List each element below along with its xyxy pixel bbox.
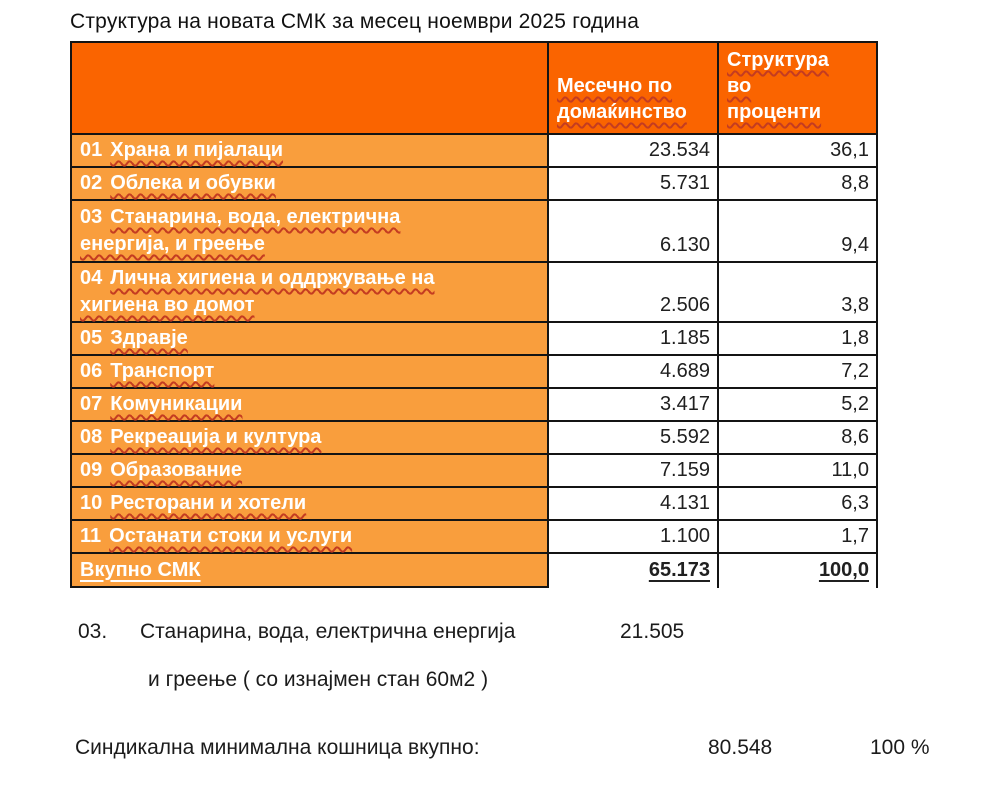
category-cell: 11 Останати стоки и услуги: [70, 519, 549, 554]
header-cell-monthly: Месечно по домаќинство: [547, 41, 719, 135]
monthly-value-cell: 3.417: [547, 387, 719, 422]
monthly-value-cell: 23.534: [547, 133, 719, 168]
category-code: 02: [80, 172, 103, 194]
smk-structure-table: Месечно по домаќинство Структура во проц…: [70, 41, 878, 588]
category-cell: 02 Облека и обувки: [70, 166, 549, 201]
percent-value-cell: 5,2: [717, 387, 878, 422]
monthly-value-cell: 5.731: [547, 166, 719, 201]
header-monthly-label: Месечно по домаќинство: [557, 75, 687, 123]
category-label: Рекреација и култура: [110, 426, 322, 448]
category-code: 11: [80, 525, 102, 547]
category-cell: 01 Храна и пијалаци: [70, 133, 549, 168]
footnotes-section: 03. Станарина, вода, електрична енергија…: [70, 620, 999, 760]
monthly-value-cell: 1.185: [547, 321, 719, 356]
note-item-code: 03.: [78, 620, 108, 643]
category-label: Останати стоки и услуги: [109, 525, 353, 547]
monthly-value-cell: 6.130: [547, 199, 719, 263]
note-item-row: 03. Станарина, вода, електрична енергија…: [70, 620, 999, 644]
page-title: Структура на новата СМК за месец ноември…: [70, 10, 640, 33]
table-row: 09 Образование 7.159 11,0: [70, 453, 878, 488]
category-label: Здравје: [110, 327, 188, 349]
category-label: Облека и обувки: [110, 172, 276, 194]
category-code: 08: [80, 426, 103, 448]
category-cell: 10 Ресторани и хотели: [70, 486, 549, 521]
percent-value-cell: 11,0: [717, 453, 878, 488]
percent-value-cell: 1,7: [717, 519, 878, 554]
category-code: 03: [80, 206, 103, 228]
monthly-value-cell: 1.100: [547, 519, 719, 554]
total-percent-value: 100,0: [818, 559, 869, 581]
category-cell: 07 Комуникации: [70, 387, 549, 422]
table-row: 04 Лична хигиена и оддржување на хигиена …: [70, 261, 878, 323]
table-row: 02 Облека и обувки 5.731 8,8: [70, 166, 878, 201]
category-cell: 03 Станарина, вода, електрична енергија, …: [70, 199, 549, 263]
category-code: 06: [80, 360, 103, 382]
category-label: Транспорт: [110, 360, 215, 382]
percent-value-cell: 6,3: [717, 486, 878, 521]
percent-value-cell: 8,6: [717, 420, 878, 455]
note-item-text: Станарина, вода, електрична енергија: [140, 620, 516, 643]
category-label: Храна и пијалаци: [110, 139, 284, 161]
table-row: 08 Рекреација и култура 5.592 8,6: [70, 420, 878, 455]
percent-value-cell: 36,1: [717, 133, 878, 168]
table-row: 05 Здравје 1.185 1,8: [70, 321, 878, 356]
table-row: 03 Станарина, вода, електрична енергија, …: [70, 199, 878, 263]
header-cell-percent: Структура во проценти: [717, 41, 878, 135]
monthly-value-cell: 7.159: [547, 453, 719, 488]
percent-value-cell: 1,8: [717, 321, 878, 356]
category-cell: 06 Транспорт: [70, 354, 549, 389]
header-cell-empty: [70, 41, 549, 135]
document-page: Структура на новата СМК за месец ноември…: [70, 10, 999, 760]
category-cell: 04 Лична хигиена и оддржување на хигиена …: [70, 261, 549, 323]
total-label: Вкупно СМК: [80, 558, 201, 581]
note-item-value: 21.505: [620, 620, 685, 643]
category-cell: 09 Образование: [70, 453, 549, 488]
category-label: Образование: [110, 459, 243, 481]
category-code: 10: [80, 492, 103, 514]
summary-row: Синдикална минимална кошница вкупно: 80.…: [70, 736, 999, 760]
category-label: Лична хигиена и оддржување на хигиена во…: [80, 267, 435, 316]
percent-value-cell: 9,4: [717, 199, 878, 263]
category-code: 04: [80, 267, 103, 289]
summary-value: 80.548: [708, 736, 773, 759]
percent-value-cell: 7,2: [717, 354, 878, 389]
monthly-value-cell: 2.506: [547, 261, 719, 323]
total-percent-cell: 100,0: [717, 552, 878, 587]
note-item-text-line2: и греење ( со изнајмен стан 60м2 ): [148, 668, 489, 691]
header-row: Месечно по домаќинство Структура во проц…: [70, 41, 878, 135]
table-row: 07 Комуникации 3.417 5,2: [70, 387, 878, 422]
summary-percent: 100 %: [870, 736, 930, 759]
category-code: 09: [80, 459, 103, 481]
category-cell: 08 Рекреација и култура: [70, 420, 549, 455]
category-label: Ресторани и хотели: [110, 492, 307, 514]
category-code: 07: [80, 393, 103, 415]
category-cell: 05 Здравје: [70, 321, 549, 356]
total-row: Вкупно СМК 65.173 100,0: [70, 552, 878, 588]
percent-value-cell: 3,8: [717, 261, 878, 323]
total-monthly-cell: 65.173: [547, 552, 719, 587]
category-label: Станарина, вода, електрична енергија, и …: [80, 206, 401, 255]
percent-value-cell: 8,8: [717, 166, 878, 201]
total-monthly-value: 65.173: [648, 559, 710, 581]
table-row: 11 Останати стоки и услуги 1.100 1,7: [70, 519, 878, 554]
summary-label: Синдикална минимална кошница вкупно:: [75, 736, 480, 759]
monthly-value-cell: 5.592: [547, 420, 719, 455]
table-row: 01 Храна и пијалаци 23.534 36,1: [70, 133, 878, 168]
monthly-value-cell: 4.131: [547, 486, 719, 521]
category-code: 05: [80, 327, 103, 349]
total-label-cell: Вкупно СМК: [70, 552, 549, 588]
table-row: 06 Транспорт 4.689 7,2: [70, 354, 878, 389]
table-row: 10 Ресторани и хотели 4.131 6,3: [70, 486, 878, 521]
category-label: Комуникации: [110, 393, 243, 415]
category-code: 01: [80, 139, 103, 161]
header-percent-label: Структура во проценти: [727, 49, 829, 123]
monthly-value-cell: 4.689: [547, 354, 719, 389]
